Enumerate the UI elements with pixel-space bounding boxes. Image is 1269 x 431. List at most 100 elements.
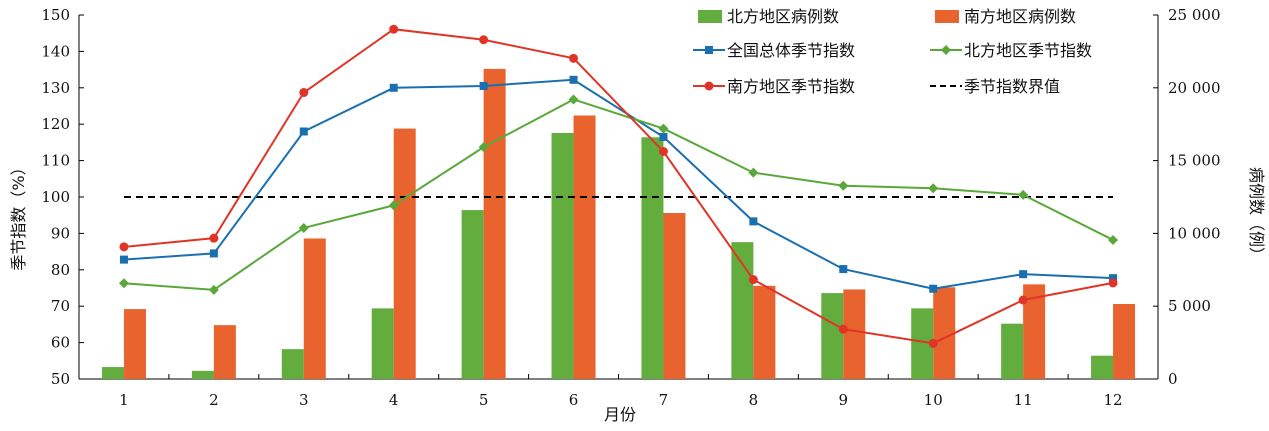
x-tick-label: 1: [119, 391, 129, 409]
line-national-index: [123, 78, 1114, 290]
bar-north-cases: [191, 370, 214, 379]
x-tick-label: 7: [659, 391, 669, 409]
point-south-index: [658, 147, 668, 156]
bar-south-cases: [933, 287, 956, 379]
right-y-tick-label: 25 000: [1168, 6, 1221, 24]
bar-south-cases: [1023, 284, 1046, 379]
point-south-index: [838, 324, 848, 334]
point-south-index: [209, 233, 219, 243]
left-y-tick-label: 110: [41, 152, 70, 170]
point-south-index: [299, 88, 309, 98]
legend-swatch-north-cases: [698, 10, 722, 23]
bar-north-cases: [911, 308, 934, 379]
bar-south-cases: [483, 68, 506, 379]
legend-marker-north-index: [941, 45, 951, 55]
bar-north-cases: [641, 137, 664, 379]
right-y-tick-label: 0: [1168, 370, 1178, 388]
legend-label-south-index: 南方地区季节指数: [727, 77, 855, 96]
point-north-index: [658, 123, 669, 134]
point-national-index: [929, 284, 938, 293]
legend-marker-south-index: [704, 81, 714, 91]
left-y-tick-label: 60: [51, 334, 70, 352]
point-north-index: [1108, 234, 1119, 245]
x-tick-label: 12: [1103, 391, 1122, 409]
point-north-index: [208, 284, 219, 295]
point-north-index: [298, 222, 309, 233]
point-south-index: [389, 24, 399, 34]
left-y-tick-label: 50: [51, 370, 70, 388]
point-north-index: [388, 200, 399, 211]
legend: 北方地区病例数 南方地区病例数 全国总体季节指数 北方地区季节指数 南方地区季节…: [693, 7, 1092, 96]
point-north-index: [118, 278, 129, 289]
axes-layer: [78, 14, 1159, 380]
legend-label-national-index: 全国总体季节指数: [727, 41, 855, 60]
right-y-axis-title: 病例数（例）: [1247, 167, 1266, 263]
left-y-tick-label: 140: [41, 42, 70, 60]
bar-north-cases: [461, 210, 484, 379]
point-south-index: [928, 338, 938, 348]
legend-label-threshold: 季节指数界值: [964, 77, 1060, 96]
x-tick-label: 8: [749, 391, 759, 409]
bars-layer: [101, 68, 1136, 380]
point-south-index: [479, 35, 489, 45]
left-y-tick-label: 100: [41, 188, 70, 206]
x-axis-title: 月份: [604, 405, 636, 424]
left-y-axis-title: 季节指数（%）: [9, 159, 28, 270]
point-north-index: [928, 183, 939, 194]
bar-south-cases: [123, 309, 146, 379]
bar-south-cases: [393, 128, 416, 379]
right-y-tick-label: 15 000: [1168, 152, 1221, 170]
legend-label-north-cases: 北方地区病例数: [727, 7, 839, 26]
bar-north-cases: [821, 293, 844, 379]
right-y-tick-label: 5 000: [1168, 297, 1211, 315]
x-tick-label: 9: [839, 391, 849, 409]
line-north-index: [123, 98, 1114, 291]
bar-south-cases: [753, 285, 776, 379]
point-national-index: [839, 265, 848, 274]
bar-north-cases: [1001, 323, 1024, 379]
x-tick-label: 10: [924, 391, 943, 409]
point-national-index: [659, 132, 668, 141]
left-y-tick-label: 80: [51, 261, 70, 279]
point-north-index: [748, 167, 759, 178]
left-y-tick-label: 90: [51, 224, 70, 242]
point-national-index: [749, 217, 758, 226]
legend-swatch-south-cases: [935, 10, 959, 23]
point-national-index: [119, 255, 128, 264]
point-north-index: [838, 180, 849, 191]
bar-north-cases: [731, 242, 754, 379]
bar-south-cases: [213, 325, 236, 379]
x-tick-label: 6: [569, 391, 579, 409]
point-north-index: [1018, 189, 1029, 200]
left-y-tick-label: 70: [51, 297, 70, 315]
point-national-index: [1109, 274, 1118, 283]
legend-label-south-cases: 南方地区病例数: [964, 7, 1076, 26]
bar-south-cases: [663, 213, 686, 379]
point-north-index: [478, 142, 489, 153]
point-national-index: [299, 127, 308, 136]
lines-layer: [118, 24, 1119, 348]
x-tick-label: 4: [389, 391, 399, 409]
bar-south-cases: [303, 238, 326, 379]
left-y-tick-label: 130: [41, 79, 70, 97]
bar-south-cases: [843, 289, 866, 379]
point-north-index: [568, 94, 579, 105]
bar-north-cases: [281, 349, 304, 379]
point-national-index: [479, 81, 488, 90]
bar-south-cases: [573, 115, 596, 380]
x-tick-label: 5: [479, 391, 489, 409]
left-y-tick-label: 150: [41, 6, 70, 24]
bar-north-cases: [1091, 355, 1114, 379]
point-south-index: [1018, 295, 1028, 305]
left-y-tick-label: 120: [41, 115, 70, 133]
right-y-tick-label: 20 000: [1168, 79, 1221, 97]
point-south-index: [1108, 278, 1118, 288]
right-y-tick-label: 10 000: [1168, 224, 1221, 242]
bar-north-cases: [551, 132, 574, 379]
bar-north-cases: [371, 308, 394, 379]
point-national-index: [209, 249, 218, 258]
x-tick-label: 2: [209, 391, 219, 409]
point-south-index: [569, 53, 579, 63]
